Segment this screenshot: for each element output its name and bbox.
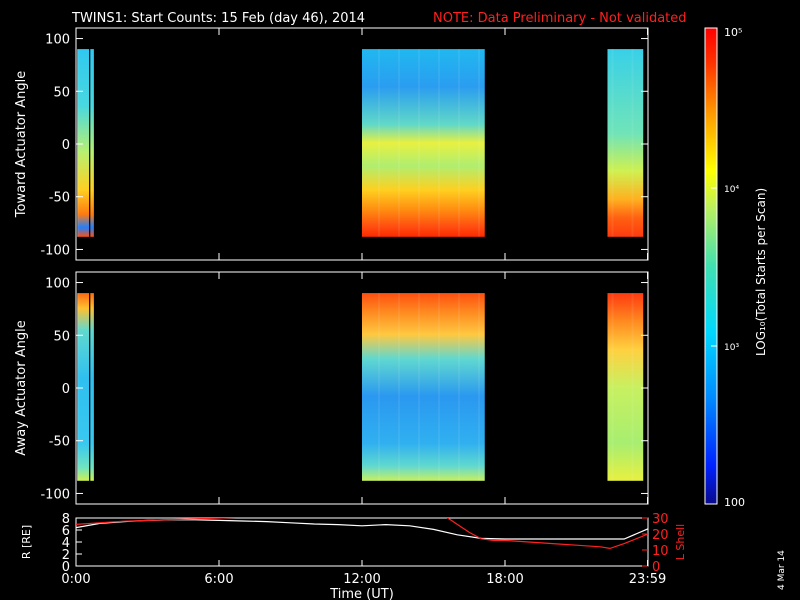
y-tick-label: -100 [40, 243, 70, 258]
heatmap-stripe [458, 49, 460, 237]
y-tick-label: 100 [45, 33, 70, 48]
heatmap-block [90, 49, 94, 237]
heatmap-stripe [77, 49, 80, 237]
heatmap-stripe [378, 49, 380, 237]
y-axis-label: Away Actuator Angle [14, 320, 29, 455]
heatmap-stripe [631, 49, 634, 237]
y-tick-label: 2 [62, 548, 70, 563]
heatmap-block [90, 293, 94, 481]
y-tick-label: 0 [62, 138, 70, 153]
colorbar: 10⁵ 10⁴ 10³ 100 LOG₁₀(Total Starts per S… [704, 26, 768, 509]
chart-title: TWINS1: Start Counts: 15 Feb (day 46), 2… [71, 11, 365, 26]
y-tick-label-right: 10 [652, 544, 669, 559]
y-tick-label: 100 [45, 277, 70, 292]
y-axis-label: Toward Actuator Angle [14, 71, 29, 218]
heatmap-stripe [478, 293, 480, 481]
x-tick-label: 12:00 [343, 572, 380, 587]
heatmap-block [607, 293, 644, 481]
y-tick-label: 0 [62, 560, 70, 575]
heatmap-block [607, 49, 644, 237]
y-tick-label: 50 [53, 85, 70, 100]
colorbar-tick-label: 10⁴ [724, 185, 739, 195]
x-tick-label: 18:00 [486, 572, 523, 587]
l-shell-line [76, 518, 648, 550]
r-axis-label: R [RE] [20, 525, 33, 559]
x-tick-label: 0:00 [61, 572, 90, 587]
heatmap-stripe [478, 49, 480, 237]
y-tick-label: -100 [40, 487, 70, 502]
heatmap-stripe [458, 293, 460, 481]
heatmap-block [362, 293, 485, 481]
colorbar-tick-label: 100 [724, 496, 745, 509]
heatmap-block [77, 49, 90, 237]
heatmap-stripe [418, 293, 420, 481]
heatmap-stripe [398, 293, 400, 481]
heatmap-block [362, 49, 485, 237]
x-axis-label: Time (UT) [329, 587, 394, 600]
away-panel: 100 50 0 -50 -100 Away Actuator Angle [14, 271, 649, 505]
l-shell-axis-label: L Shell [674, 524, 687, 560]
heatmap-stripe [77, 293, 80, 481]
heatmap-stripe [611, 49, 614, 237]
toward-panel: 100 50 0 -50 -100 Toward Actuator Angle [14, 27, 649, 261]
heatmap-block [77, 293, 90, 481]
r-line [76, 519, 648, 540]
heatmap-stripe [438, 293, 440, 481]
y-tick-label: -50 [49, 435, 70, 450]
y-tick-label-right: 30 [652, 512, 669, 527]
heatmap-stripe [418, 49, 420, 237]
x-tick-label: 6:00 [204, 572, 233, 587]
heatmap-stripe [378, 293, 380, 481]
y-tick-label: 50 [53, 329, 70, 344]
y-tick-label: -50 [49, 191, 70, 206]
y-tick-label: 4 [62, 536, 70, 551]
preliminary-note: NOTE: Data Preliminary - Not validated [433, 11, 687, 26]
y-tick-label: 6 [62, 524, 70, 539]
heatmap-stripe [631, 293, 634, 481]
y-tick-label: 8 [62, 512, 70, 527]
heatmap-stripe [398, 49, 400, 237]
y-tick-label-right: 0 [652, 560, 660, 575]
colorbar-frame [704, 27, 718, 505]
colorbar-tick-label: 10³ [724, 343, 739, 353]
heatmap-stripe [611, 293, 614, 481]
side-date: 4 Mar 14 [777, 550, 787, 590]
colorbar-tick-label: 10⁵ [724, 26, 742, 39]
colorbar-gradient [705, 28, 717, 504]
heatmap-stripe [438, 49, 440, 237]
x-tick-label: 23:59 [629, 572, 666, 587]
y-tick-label-right: 20 [652, 528, 669, 543]
y-tick-label: 0 [62, 382, 70, 397]
colorbar-label: LOG₁₀(Total Starts per Scan) [754, 188, 768, 356]
